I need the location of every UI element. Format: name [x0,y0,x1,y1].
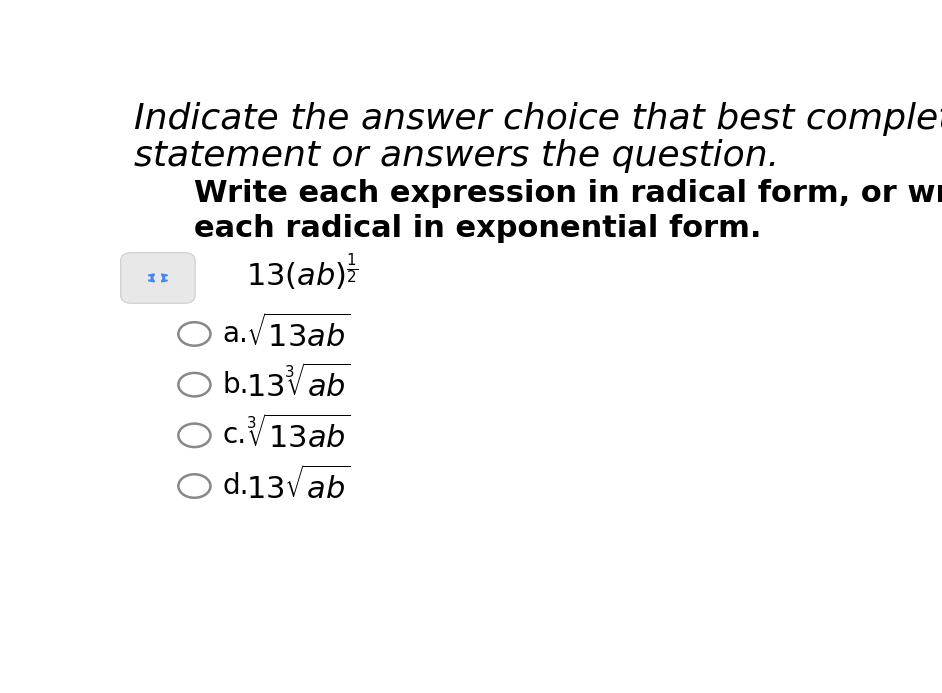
Text: $13\sqrt{ab}$: $13\sqrt{ab}$ [246,466,349,505]
Text: $13(ab)^{\frac{1}{2}}$: $13(ab)^{\frac{1}{2}}$ [246,252,358,294]
Text: Write each expression in radical form, or write: Write each expression in radical form, o… [194,179,942,208]
Text: Indicate the answer choice that best completes the: Indicate the answer choice that best com… [134,102,942,136]
Text: c.: c. [222,421,246,449]
Text: d.: d. [222,472,249,500]
Text: $\sqrt{13ab}$: $\sqrt{13ab}$ [246,315,349,353]
Text: a.: a. [222,320,248,348]
Text: statement or answers the question.: statement or answers the question. [134,139,779,173]
Text: b.: b. [222,371,249,398]
Text: $\sqrt[3]{13ab}$: $\sqrt[3]{13ab}$ [246,416,350,455]
Text: $13\sqrt[3]{ab}$: $13\sqrt[3]{ab}$ [246,365,350,404]
FancyBboxPatch shape [121,252,195,304]
Text: each radical in exponential form.: each radical in exponential form. [194,214,762,243]
